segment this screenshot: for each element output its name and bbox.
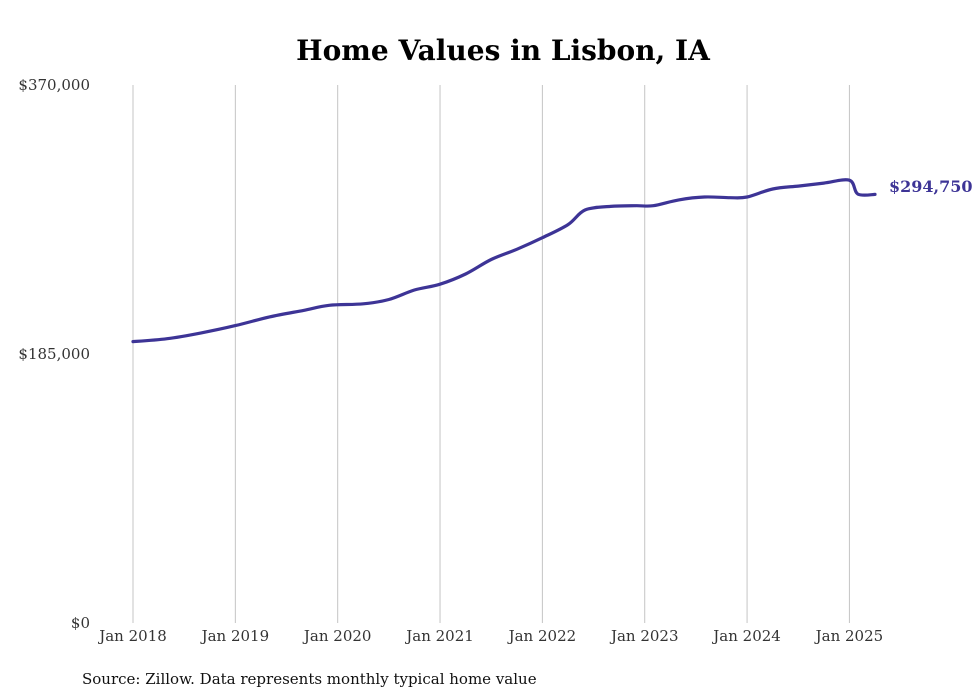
x-tick-label: Jan 2018 — [97, 627, 167, 645]
source-note: Source: Zillow. Data represents monthly … — [82, 670, 537, 688]
end-value-label: $294,750 — [889, 177, 973, 196]
y-tick-label: $370,000 — [18, 76, 90, 94]
y-tick-label: $0 — [71, 614, 90, 632]
chart-title: Home Values in Lisbon, IA — [296, 34, 711, 67]
x-tick-label: Jan 2020 — [302, 627, 372, 645]
x-tick-label: Jan 2022 — [507, 627, 577, 645]
x-tick-label: Jan 2024 — [711, 627, 781, 645]
y-tick-label: $185,000 — [18, 345, 90, 363]
series-line-home-value — [131, 178, 877, 344]
x-tick-label: Jan 2023 — [609, 627, 679, 645]
x-tick-label: Jan 2025 — [814, 627, 884, 645]
x-tick-label: Jan 2021 — [404, 627, 474, 645]
vertical-gridlines — [132, 85, 850, 623]
x-axis-ticks: Jan 2018 Jan 2019 Jan 2020 Jan 2021 Jan 2022… — [97, 627, 883, 645]
y-axis-ticks: $0 $185,000 $370,000 — [18, 76, 90, 632]
x-tick-label: Jan 2019 — [200, 627, 270, 645]
